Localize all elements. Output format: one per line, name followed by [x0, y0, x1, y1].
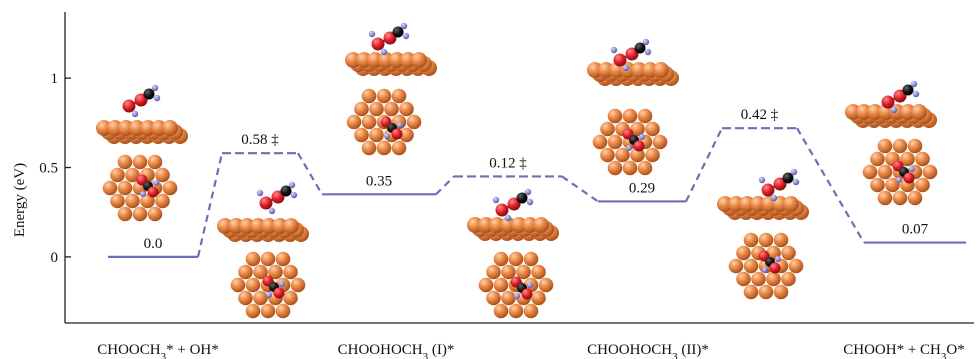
adsorbate-top-view — [622, 128, 645, 152]
molecule-illustrations — [96, 22, 938, 319]
value-label-ts1: 0.58 ‡ — [241, 132, 279, 148]
y-tick-label: 1 — [51, 71, 59, 87]
adsorbate-molecule — [122, 84, 161, 118]
level-connectors — [196, 127, 865, 258]
energy-levels — [108, 127, 966, 258]
value-label-is: 0.0 — [144, 236, 163, 252]
state-labels: CHOOCH3* + OH* CHOOHOCH3 (I)* CHOOHOCH3 (I… — [97, 342, 964, 359]
energy-value-labels: 0.0 0.58 ‡ 0.35 0.12 ‡ 0.29 0.42 ‡ 0.07 — [144, 107, 929, 252]
connector — [435, 175, 455, 196]
adsorbate-molecule — [758, 168, 800, 202]
adsorbate-top-view — [510, 276, 533, 300]
value-label-int2: 0.29 — [629, 180, 655, 196]
connector — [297, 152, 323, 195]
cu-slab-side-view — [717, 196, 809, 220]
adsorbate-top-view — [758, 250, 781, 274]
adsorbate-top-view — [380, 116, 403, 140]
cu-slab-side-view — [467, 217, 559, 241]
adsorbate-molecule — [368, 22, 410, 56]
adsorbate-molecule — [492, 188, 534, 222]
value-label-fs: 0.07 — [902, 222, 929, 238]
cu-slab-side-view — [217, 218, 309, 242]
connector — [561, 175, 599, 203]
value-label-int1: 0.35 — [366, 173, 392, 189]
state-label: CHOOCH3* + OH* — [97, 342, 218, 359]
cu-slab-top-view — [230, 251, 306, 319]
cu-slab-top-view — [862, 138, 938, 206]
adsorbate-top-view — [262, 275, 285, 299]
adsorbate-top-view — [136, 174, 159, 198]
adsorbate-molecule — [881, 80, 920, 114]
y-ticks: 00.51 — [39, 71, 71, 266]
cu-slab-side-view — [587, 62, 679, 86]
connector — [196, 152, 224, 258]
adsorbate-molecule — [256, 181, 298, 215]
cu-slab-top-view — [728, 232, 804, 300]
state-label: CHOOHOCH3 (II)* — [587, 342, 709, 359]
adsorbate-molecule — [610, 38, 652, 72]
cu-slab-side-view — [96, 120, 188, 144]
y-tick-label: 0.5 — [39, 161, 58, 177]
state-label: CHOOHOCH3 (I)* — [338, 342, 455, 359]
value-label-ts3: 0.42 ‡ — [741, 107, 779, 123]
y-tick-label: 0 — [51, 250, 59, 266]
cu-slab-top-view — [102, 154, 178, 222]
y-axis-label: Energy (eV) — [12, 163, 28, 237]
connector — [685, 127, 723, 202]
adsorbate-top-view — [892, 160, 915, 184]
state-label: CHOOH* + CH3O* — [843, 342, 964, 359]
cu-slab-side-view — [345, 52, 437, 76]
cu-slab-side-view — [845, 104, 937, 128]
connector — [796, 127, 865, 244]
value-label-ts2: 0.12 ‡ — [489, 155, 527, 171]
